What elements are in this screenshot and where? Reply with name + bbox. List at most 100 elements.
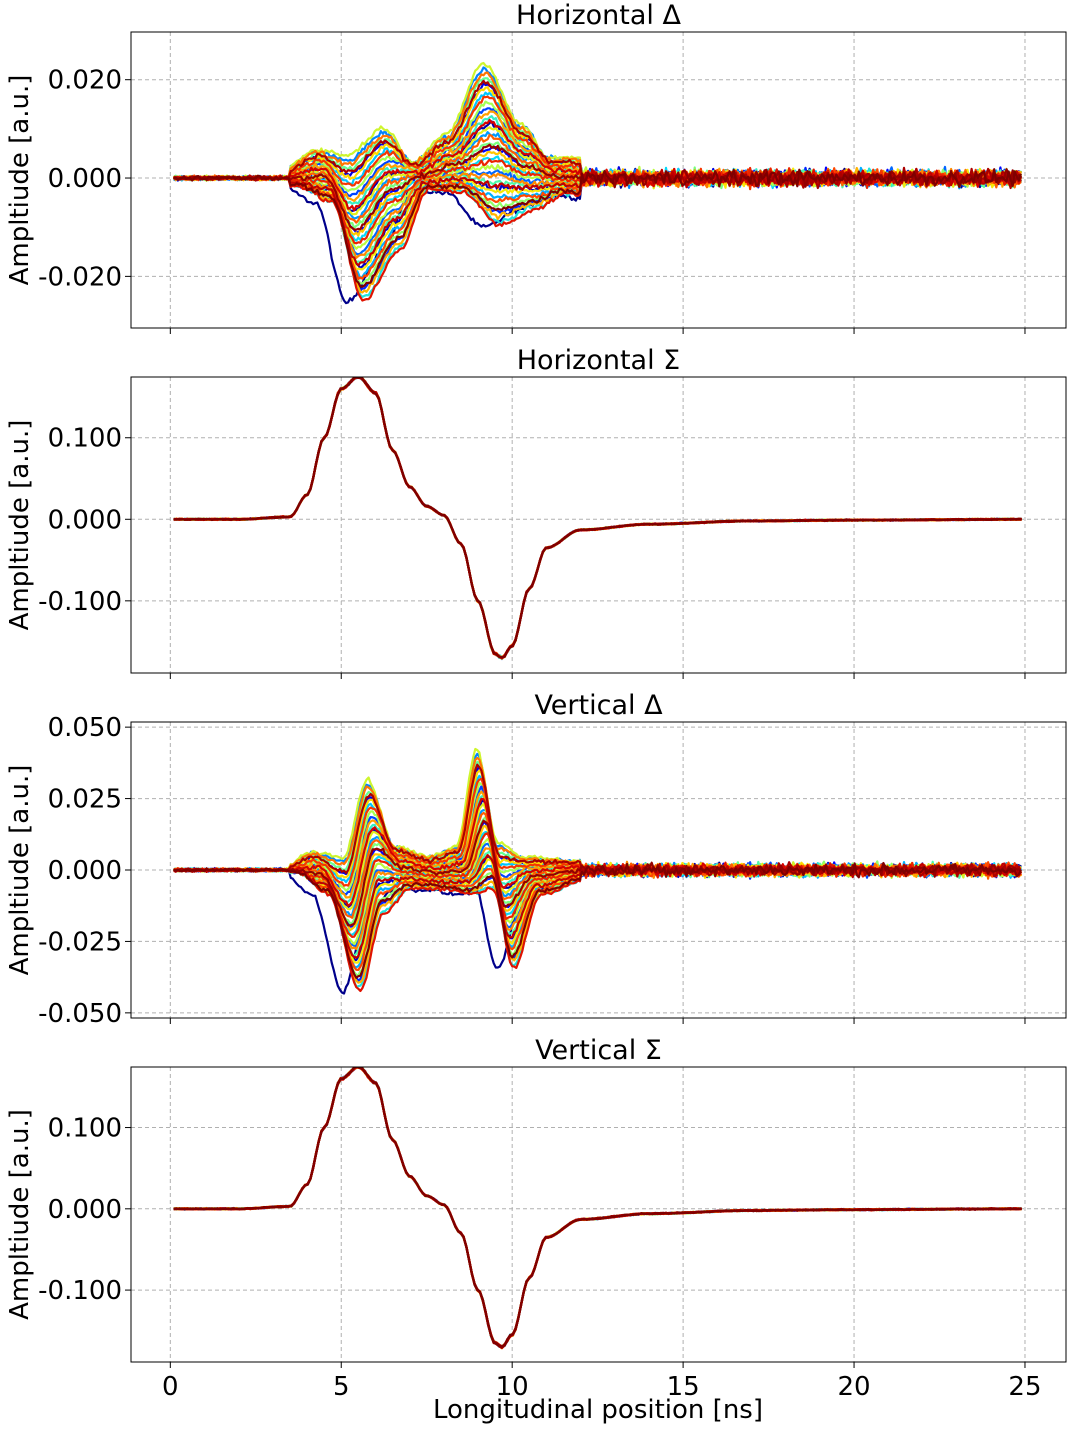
series-line-8 (173, 1067, 1022, 1349)
series-line-26 (173, 1067, 1022, 1348)
series-line-22 (173, 1067, 1022, 1349)
series-line-5 (173, 377, 1022, 659)
series-line-2 (173, 799, 1022, 909)
subplot-title: Vertical Δ (534, 690, 663, 721)
series-line-36 (173, 797, 1022, 907)
y-axis-label: Ampltiude [a.u.] (5, 765, 35, 976)
series-line-3 (173, 1067, 1022, 1348)
series-line-14 (172, 862, 1022, 988)
series-line-39 (173, 1067, 1022, 1349)
y-axis-label: Ampltiude [a.u.] (5, 1109, 35, 1320)
series-line-11 (173, 377, 1022, 658)
series-line-27 (173, 1067, 1022, 1348)
series-line-27 (173, 377, 1022, 659)
series-line-35 (173, 1067, 1022, 1348)
subplot-4: 0 5 10 15 20 25 0.100 0.000 -0.100 Vertical Σ Ampl… (5, 1035, 1067, 1402)
series-line-40 (173, 168, 1022, 288)
x-tick-label: 10 (496, 1372, 529, 1402)
series-line-14 (173, 377, 1022, 659)
series-line-30 (173, 377, 1022, 660)
series-line-32 (173, 861, 1022, 971)
axes-frame (130, 376, 1067, 674)
series-group (173, 377, 1022, 661)
series-line-1 (173, 377, 1022, 659)
series-line-33 (173, 1067, 1022, 1349)
series-line-31 (173, 1067, 1022, 1349)
series-line-19 (173, 377, 1022, 660)
x-tick-label: 20 (837, 1372, 870, 1402)
series-line-21 (173, 377, 1022, 660)
series-line-14 (173, 1067, 1022, 1348)
series-group (172, 61, 1022, 305)
series-line-37 (173, 377, 1022, 659)
series-line-4 (173, 377, 1022, 659)
subplot-1: 0.020 0.000 -0.020 Horizontal Δ Ampltiude [a… (5, 0, 1067, 334)
series-line-39 (173, 377, 1022, 659)
y-tick-label: -0.025 (38, 927, 122, 957)
series-line-28 (173, 377, 1022, 660)
series-line-25 (173, 377, 1022, 659)
series-line-7 (173, 377, 1022, 659)
series-line-40 (173, 377, 1022, 659)
series-line-17 (173, 1067, 1022, 1349)
series-line-11 (173, 861, 1022, 969)
series-line-30 (173, 756, 1022, 878)
series-line-23 (173, 377, 1022, 660)
series-line-10 (173, 377, 1022, 659)
series-line-35 (172, 861, 1022, 993)
series-line-18 (173, 377, 1022, 660)
series-group (173, 1067, 1022, 1350)
series-line-40 (173, 861, 1022, 979)
series-line-16 (173, 377, 1022, 660)
series-line-1 (173, 1067, 1022, 1348)
y-tick-label: 0.100 (48, 1114, 122, 1144)
series-line-2 (173, 1067, 1022, 1349)
series-line-36 (173, 377, 1022, 660)
series-line-27 (173, 862, 1022, 984)
y-tick-label: -0.020 (38, 262, 122, 292)
series-line-13 (173, 1067, 1022, 1349)
series-line-16 (173, 1067, 1022, 1348)
series-line-19 (173, 1067, 1022, 1349)
axes-frame (130, 31, 1067, 329)
x-tick-label: 5 (333, 1372, 350, 1402)
subplot-3: 0.050 0.025 0.000 -0.025 -0.050 Vertical Δ Amp… (5, 690, 1067, 1029)
series-line-5 (173, 1067, 1022, 1348)
series-line-34 (173, 832, 1022, 938)
series-line-2 (173, 377, 1022, 659)
y-tick-label: -0.050 (38, 999, 122, 1029)
series-line-28 (173, 1067, 1022, 1349)
series-line-30 (173, 1067, 1022, 1349)
series-line-40 (173, 1067, 1022, 1348)
y-tick-label: -0.100 (38, 587, 122, 617)
y-tick-label: 0.000 (48, 164, 122, 194)
series-line-34 (173, 377, 1022, 660)
series-line-29 (173, 1067, 1022, 1350)
series-line-9 (173, 377, 1022, 659)
series-line-7 (173, 785, 1022, 896)
y-tick-label: 0.100 (48, 424, 122, 454)
y-tick-label: 0.050 (48, 713, 122, 743)
series-line-37 (173, 1067, 1022, 1349)
series-line-26 (173, 377, 1022, 659)
series-line-21 (173, 1067, 1022, 1348)
y-tick-label: 0.000 (48, 505, 122, 535)
x-tick-label: 15 (667, 1372, 700, 1402)
series-line-17 (173, 377, 1022, 660)
axes-frame (130, 1066, 1067, 1363)
y-tick-label: 0.020 (48, 66, 122, 96)
series-line-24 (173, 377, 1022, 659)
y-tick-label: -0.100 (38, 1276, 122, 1306)
series-line-24 (173, 1067, 1022, 1349)
y-tick-label: 0.025 (48, 785, 122, 815)
x-axis-label: Longitudinal position [ns] (433, 1395, 763, 1425)
series-line-32 (173, 377, 1022, 660)
series-line-23 (173, 1067, 1022, 1348)
series-line-36 (173, 1067, 1022, 1348)
x-tick-label: 25 (1008, 1372, 1041, 1402)
series-line-18 (173, 1067, 1022, 1349)
series-line-13 (173, 377, 1022, 659)
series-line-8 (173, 377, 1022, 661)
series-line-26 (173, 824, 1022, 932)
y-axis-label: Ampltiude [a.u.] (5, 420, 35, 631)
